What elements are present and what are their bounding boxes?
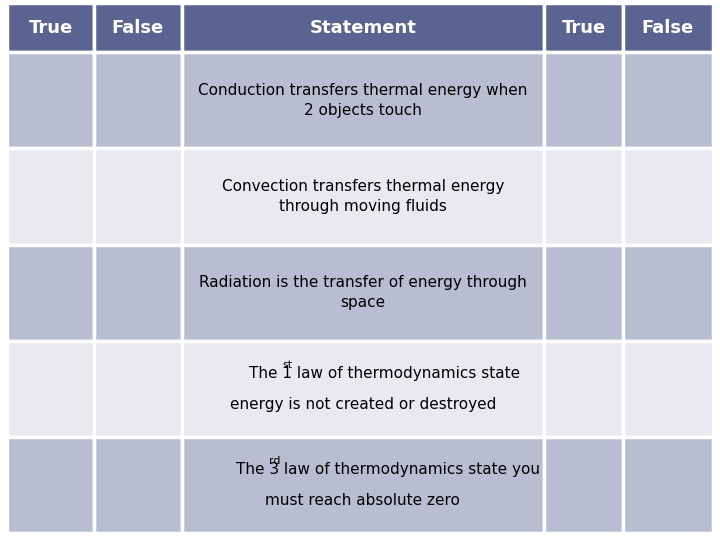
Bar: [623, 148, 713, 245]
Text: Convection transfers thermal energy
through moving fluids: Convection transfers thermal energy thro…: [222, 179, 504, 214]
Bar: [181, 52, 544, 148]
Bar: [623, 341, 713, 437]
Bar: [94, 148, 181, 245]
Text: must reach absolute zero: must reach absolute zero: [266, 493, 460, 508]
Text: The 1: The 1: [249, 366, 292, 381]
Bar: [7, 341, 94, 437]
Bar: [181, 148, 544, 245]
Bar: [94, 437, 181, 533]
Bar: [94, 52, 181, 148]
Bar: [7, 245, 94, 341]
Text: law of thermodynamics state: law of thermodynamics state: [292, 366, 520, 381]
Bar: [623, 52, 713, 148]
Text: Conduction transfers thermal energy when
2 objects touch: Conduction transfers thermal energy when…: [198, 83, 528, 118]
Bar: [181, 245, 544, 341]
Bar: [7, 3, 94, 52]
Text: rd: rd: [269, 456, 281, 466]
Bar: [544, 437, 623, 533]
Text: True: True: [29, 19, 73, 37]
Text: Statement: Statement: [310, 19, 416, 37]
Bar: [7, 437, 94, 533]
Text: The 3: The 3: [236, 462, 279, 477]
Bar: [544, 52, 623, 148]
Bar: [94, 245, 181, 341]
Text: False: False: [112, 19, 164, 37]
Text: False: False: [642, 19, 694, 37]
Bar: [623, 245, 713, 341]
Text: energy is not created or destroyed: energy is not created or destroyed: [230, 397, 496, 411]
Bar: [94, 3, 181, 52]
Bar: [544, 3, 623, 52]
Bar: [94, 341, 181, 437]
Bar: [7, 52, 94, 148]
Text: law of thermodynamics state you: law of thermodynamics state you: [279, 462, 539, 477]
Bar: [544, 341, 623, 437]
Bar: [544, 148, 623, 245]
Bar: [623, 437, 713, 533]
Bar: [7, 148, 94, 245]
Bar: [181, 3, 544, 52]
Bar: [181, 437, 544, 533]
Bar: [623, 3, 713, 52]
Text: st: st: [282, 360, 292, 370]
Text: Radiation is the transfer of energy through
space: Radiation is the transfer of energy thro…: [199, 275, 527, 310]
Bar: [181, 341, 544, 437]
Bar: [544, 245, 623, 341]
Text: True: True: [562, 19, 606, 37]
